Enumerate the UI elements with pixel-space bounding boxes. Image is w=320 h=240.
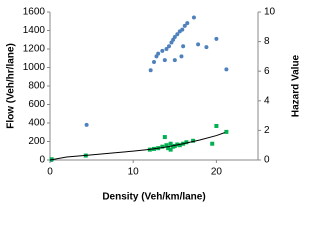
point xyxy=(148,68,153,73)
y-tick-label: 0 xyxy=(39,155,45,166)
point xyxy=(191,138,196,143)
x-axis-title: Density (Veh/km/lane) xyxy=(102,192,205,203)
point xyxy=(191,15,196,20)
point xyxy=(162,135,167,140)
y2-tick-label: 8 xyxy=(264,36,270,47)
y2-tick-label: 0 xyxy=(264,155,270,166)
point xyxy=(196,42,201,47)
point xyxy=(172,58,177,63)
point xyxy=(166,146,171,151)
y-tick-label: 400 xyxy=(28,118,45,129)
y-tick-label: 1000 xyxy=(23,62,46,73)
point xyxy=(177,143,182,148)
point xyxy=(182,23,187,28)
point xyxy=(179,54,184,59)
y-tick-label: 600 xyxy=(28,99,45,110)
point xyxy=(168,147,173,152)
point xyxy=(214,36,219,41)
y-tick-label: 1600 xyxy=(23,7,46,18)
chart: Density (Veh/km/lane) Flow (Veh/hr/lane)… xyxy=(6,7,302,203)
point xyxy=(214,123,219,128)
y-tick-label: 800 xyxy=(28,81,45,92)
point xyxy=(164,47,169,51)
point xyxy=(156,51,161,56)
point xyxy=(172,34,177,39)
y-axis-title: Flow (Veh/hr/lane) xyxy=(6,43,17,129)
x-tick-label: 20 xyxy=(211,167,223,178)
point xyxy=(175,32,180,37)
page: {"chart_data": {"type": "scatter", "xlab… xyxy=(5,6,302,203)
point xyxy=(224,67,229,72)
point xyxy=(160,144,165,149)
y-tick-label: 200 xyxy=(28,136,45,147)
point xyxy=(160,48,165,53)
point xyxy=(166,44,171,49)
point xyxy=(172,143,177,148)
point xyxy=(180,27,185,32)
point xyxy=(168,141,173,146)
y2-tick-label: 6 xyxy=(264,66,270,77)
x-tick-label: 10 xyxy=(128,167,140,178)
y2-tick-label: 10 xyxy=(264,7,276,18)
x-tick-label: 0 xyxy=(47,167,53,178)
point xyxy=(224,129,229,134)
point xyxy=(162,58,167,63)
point xyxy=(210,141,215,146)
y2-tick-label: 4 xyxy=(264,95,270,106)
y2-axis-title: Hazard Value xyxy=(291,54,302,117)
point xyxy=(181,44,186,49)
point xyxy=(184,140,189,145)
point xyxy=(84,122,89,127)
point xyxy=(152,59,156,64)
y-tick-label: 1400 xyxy=(23,25,46,36)
y-tick-label: 1200 xyxy=(23,44,46,55)
y2-tick-label: 2 xyxy=(264,125,270,136)
point xyxy=(204,45,209,50)
trend-line xyxy=(49,132,225,161)
point xyxy=(185,21,190,26)
point xyxy=(164,143,169,148)
